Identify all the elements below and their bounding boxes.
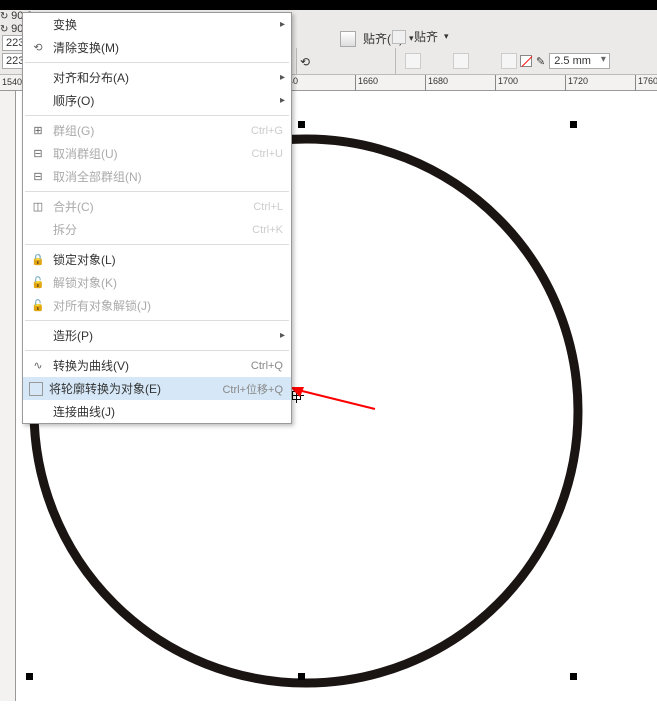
- vertical-ruler: [0, 91, 16, 701]
- ruler-tick: 1660: [355, 75, 356, 91]
- menu-item: 拆分Ctrl+K: [23, 218, 291, 241]
- menu-label: 取消群组(U): [53, 145, 252, 162]
- ugrp-icon: ⊟: [29, 145, 47, 163]
- selection-handle[interactable]: [570, 673, 577, 680]
- misc-icons: [405, 53, 517, 69]
- menu-item[interactable]: 造形(P): [23, 324, 291, 347]
- menu-separator: [25, 62, 289, 63]
- menu-label: 变换: [53, 16, 283, 33]
- menu-item: ⊞ 群组(G)Ctrl+G: [23, 119, 291, 142]
- menu-item[interactable]: 将轮廓转换为对象(E)Ctrl+位移+Q: [23, 377, 291, 400]
- grp-icon: ⊞: [29, 122, 47, 140]
- lines-icon[interactable]: [501, 53, 517, 69]
- annotation-arrow: [290, 387, 380, 417]
- menu-item[interactable]: 顺序(O): [23, 89, 291, 112]
- context-menu: 变换 ⟲ 清除变换(M) 对齐和分布(A) 顺序(O) ⊞ 群组(G)Ctrl+G ⊟ 取消群组…: [22, 12, 292, 424]
- distribute-icon[interactable]: [453, 53, 469, 69]
- menu-label: 造形(P): [53, 327, 283, 344]
- ruler-tick: 1680: [425, 75, 426, 91]
- menu-separator: [25, 320, 289, 321]
- snap-group: 贴齐 ▾: [392, 28, 449, 45]
- menu-label: 解锁对象(K): [53, 274, 283, 291]
- menu-label: 锁定对象(L): [53, 251, 283, 268]
- blank-icon: [29, 92, 47, 110]
- menu-separator: [25, 350, 289, 351]
- stroke-color-swatch[interactable]: [520, 55, 532, 67]
- menu-shortcut: Ctrl+U: [252, 148, 283, 160]
- curve-icon: ∿: [29, 357, 47, 375]
- menu-item: 🔓 解锁对象(K): [23, 271, 291, 294]
- menu-item[interactable]: 🔒 锁定对象(L): [23, 248, 291, 271]
- stroke-group: ✎ 2.5 mm: [520, 53, 610, 69]
- menu-label: 对齐和分布(A): [53, 69, 283, 86]
- pen-icon: ✎: [536, 55, 545, 68]
- ruler-origin: 1540: [2, 77, 22, 87]
- selection-handle[interactable]: [26, 673, 33, 680]
- menu-item[interactable]: 连接曲线(J): [23, 400, 291, 423]
- menu-shortcut: Ctrl+Q: [251, 360, 283, 372]
- menu-item[interactable]: ⟲ 清除变换(M): [23, 36, 291, 59]
- blank-icon: [29, 403, 47, 421]
- menu-item: ⊟ 取消全部群组(N): [23, 165, 291, 188]
- unlock-icon: 🔓: [29, 297, 47, 315]
- ruler-tick: 1700: [495, 75, 496, 91]
- menu-separator: [25, 191, 289, 192]
- selection-handle[interactable]: [570, 121, 577, 128]
- menu-label: 拆分: [53, 221, 252, 238]
- blank-icon: [29, 221, 47, 239]
- selection-handle[interactable]: [298, 673, 305, 680]
- menu-label: 将轮廓转换为对象(E): [49, 380, 222, 397]
- unlock-icon: 🔓: [29, 274, 47, 292]
- selection-handle[interactable]: [298, 121, 305, 128]
- menu-item: ⊟ 取消群组(U)Ctrl+U: [23, 142, 291, 165]
- menu-item[interactable]: 变换: [23, 13, 291, 36]
- menubar-strip: [0, 0, 657, 10]
- menu-label: 合并(C): [53, 198, 253, 215]
- rotate-button[interactable]: ⟲: [300, 55, 310, 69]
- rotate-icon: ⟲: [300, 55, 310, 69]
- ugrp-icon: ⊟: [29, 168, 47, 186]
- merge-icon: ◫: [29, 198, 47, 216]
- menu-label: 顺序(O): [53, 92, 283, 109]
- menu-shortcut: Ctrl+G: [251, 125, 283, 137]
- outline-icon: [29, 382, 43, 396]
- blank-icon: [29, 16, 47, 34]
- menu-separator: [25, 115, 289, 116]
- menu-label: 转换为曲线(V): [53, 357, 251, 374]
- menu-label: 取消全部群组(N): [53, 168, 283, 185]
- menu-item[interactable]: ∿ 转换为曲线(V)Ctrl+Q: [23, 354, 291, 377]
- clear-icon: ⟲: [29, 39, 47, 57]
- menu-label: 群组(G): [53, 122, 251, 139]
- lock-icon: 🔒: [29, 251, 47, 269]
- blank-icon: [29, 69, 47, 87]
- paste-icon: [340, 31, 356, 47]
- menu-separator: [25, 244, 289, 245]
- menu-label: 对所有对象解锁(J): [53, 297, 283, 314]
- ruler-tick: 1720: [565, 75, 566, 91]
- ruler-tick: 1760: [635, 75, 636, 91]
- menu-item[interactable]: 对齐和分布(A): [23, 66, 291, 89]
- menu-shortcut: Ctrl+L: [253, 201, 283, 213]
- menu-shortcut: Ctrl+位移+Q: [222, 381, 283, 397]
- chevron-down-icon[interactable]: ▾: [444, 31, 449, 42]
- menu-label: 清除变换(M): [53, 39, 283, 56]
- menu-label: 连接曲线(J): [53, 403, 283, 420]
- snap-icon[interactable]: [392, 30, 406, 44]
- stroke-width-field[interactable]: 2.5 mm: [549, 53, 610, 69]
- menu-item: ◫ 合并(C)Ctrl+L: [23, 195, 291, 218]
- align-icon[interactable]: [405, 53, 421, 69]
- menu-item: 🔓 对所有对象解锁(J): [23, 294, 291, 317]
- snap-label: 贴齐: [414, 28, 438, 45]
- menu-shortcut: Ctrl+K: [252, 224, 283, 236]
- blank-icon: [29, 327, 47, 345]
